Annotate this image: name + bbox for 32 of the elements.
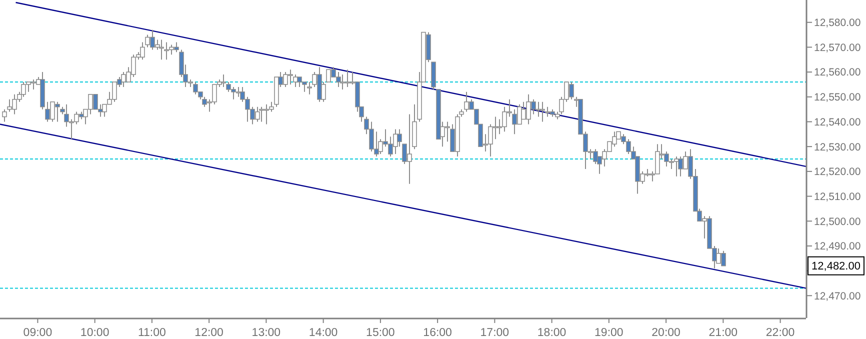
x-tick-label: 10:00 bbox=[80, 327, 110, 339]
x-tick-label: 22:00 bbox=[766, 327, 795, 339]
x-tick-label: 16:00 bbox=[423, 327, 452, 339]
x-tick-label: 21:00 bbox=[708, 327, 738, 339]
candlestick bbox=[221, 74, 226, 88]
text: 12,482.00 bbox=[812, 260, 860, 273]
y-tick-label: 12,550.00 bbox=[814, 92, 861, 104]
candlestick bbox=[540, 101, 545, 122]
x-tick-label: 12:00 bbox=[194, 327, 224, 339]
x-tick-label: 18:00 bbox=[537, 327, 566, 339]
x-tick-label: 19:00 bbox=[594, 327, 624, 339]
y-tick-label: 12,510.00 bbox=[814, 190, 861, 203]
x-tick-label: 20:00 bbox=[652, 327, 680, 339]
candlestick bbox=[140, 42, 145, 60]
y-tick-label: 12,560.00 bbox=[814, 66, 861, 79]
x-tick-label: 11:00 bbox=[138, 327, 166, 339]
x-tick-label: 15:00 bbox=[366, 327, 395, 339]
y-tick-label: 12,570.00 bbox=[814, 42, 861, 54]
x-tick-label: 14:00 bbox=[308, 327, 338, 339]
y-tick-label: 12,530.00 bbox=[814, 141, 861, 154]
x-tick-label: 09:00 bbox=[23, 327, 52, 339]
y-tick-label: 12,580.00 bbox=[814, 17, 861, 30]
candlestick bbox=[397, 128, 402, 148]
candlestick bbox=[159, 39, 164, 60]
y-tick-label: 12,490.00 bbox=[814, 240, 861, 253]
x-tick-label: 17:00 bbox=[480, 327, 510, 339]
y-tick-label: 12,540.00 bbox=[814, 116, 861, 128]
x-tick-label: 13:00 bbox=[252, 327, 281, 339]
y-tick-label: 12,520.00 bbox=[814, 166, 861, 178]
candlestick bbox=[307, 81, 312, 95]
y-tick-label: 12,470.00 bbox=[814, 290, 861, 302]
y-tick-label: 12,500.00 bbox=[814, 216, 861, 228]
